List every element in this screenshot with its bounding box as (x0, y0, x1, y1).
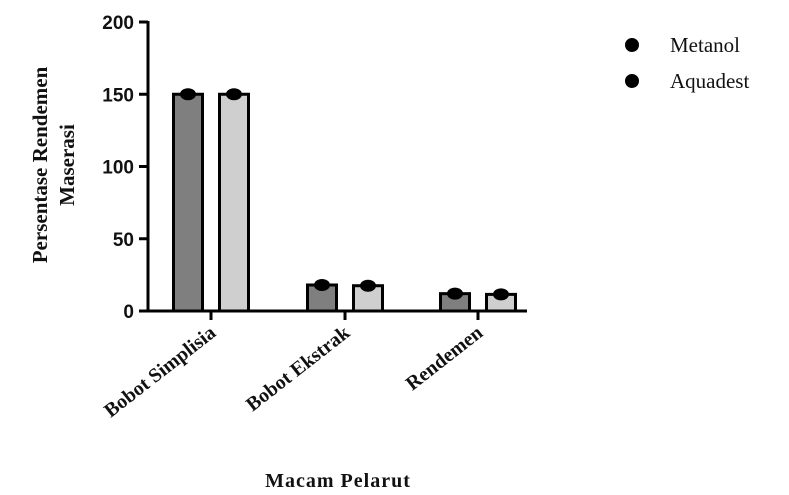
y-tick-label: 100 (102, 158, 134, 179)
legend-label: Metanol (670, 33, 740, 57)
x-tick-label: Bobot Ekstrak (242, 321, 355, 416)
legend: Metanol Aquadest (625, 33, 749, 93)
y-axis-title: Persentase Rendemen Maserasi (28, 66, 79, 263)
x-axis: Bobot Simplisia Bobot Ekstrak Rendemen (100, 309, 527, 422)
legend-marker-metanol (625, 38, 639, 52)
y-tick-label: 150 (102, 85, 134, 106)
x-tick-label: Rendemen (402, 322, 487, 395)
legend-marker-aquadest (625, 74, 639, 88)
y-axis: 0 50 100 150 200 (102, 13, 150, 323)
bars (172, 88, 517, 313)
y-tick-label: 0 (123, 302, 134, 323)
bar-metanol (172, 92, 204, 313)
data-point-marker (447, 287, 463, 300)
x-axis-title: Macam Pelarut (265, 470, 411, 492)
data-point-marker (226, 88, 242, 101)
y-axis-title-line-1: Persentase Rendemen (28, 66, 52, 263)
data-point-marker (493, 288, 509, 301)
y-tick-label: 50 (113, 230, 134, 251)
x-tick-label: Bobot Simplisia (100, 322, 220, 422)
y-axis-title-line-2: Maserasi (55, 124, 79, 206)
y-tick-label: 200 (102, 13, 134, 34)
data-point-marker (180, 88, 196, 101)
data-point-marker (360, 279, 376, 292)
legend-label: Aquadest (670, 69, 749, 93)
data-point-marker (314, 278, 330, 291)
bar-aquadest (218, 92, 250, 313)
